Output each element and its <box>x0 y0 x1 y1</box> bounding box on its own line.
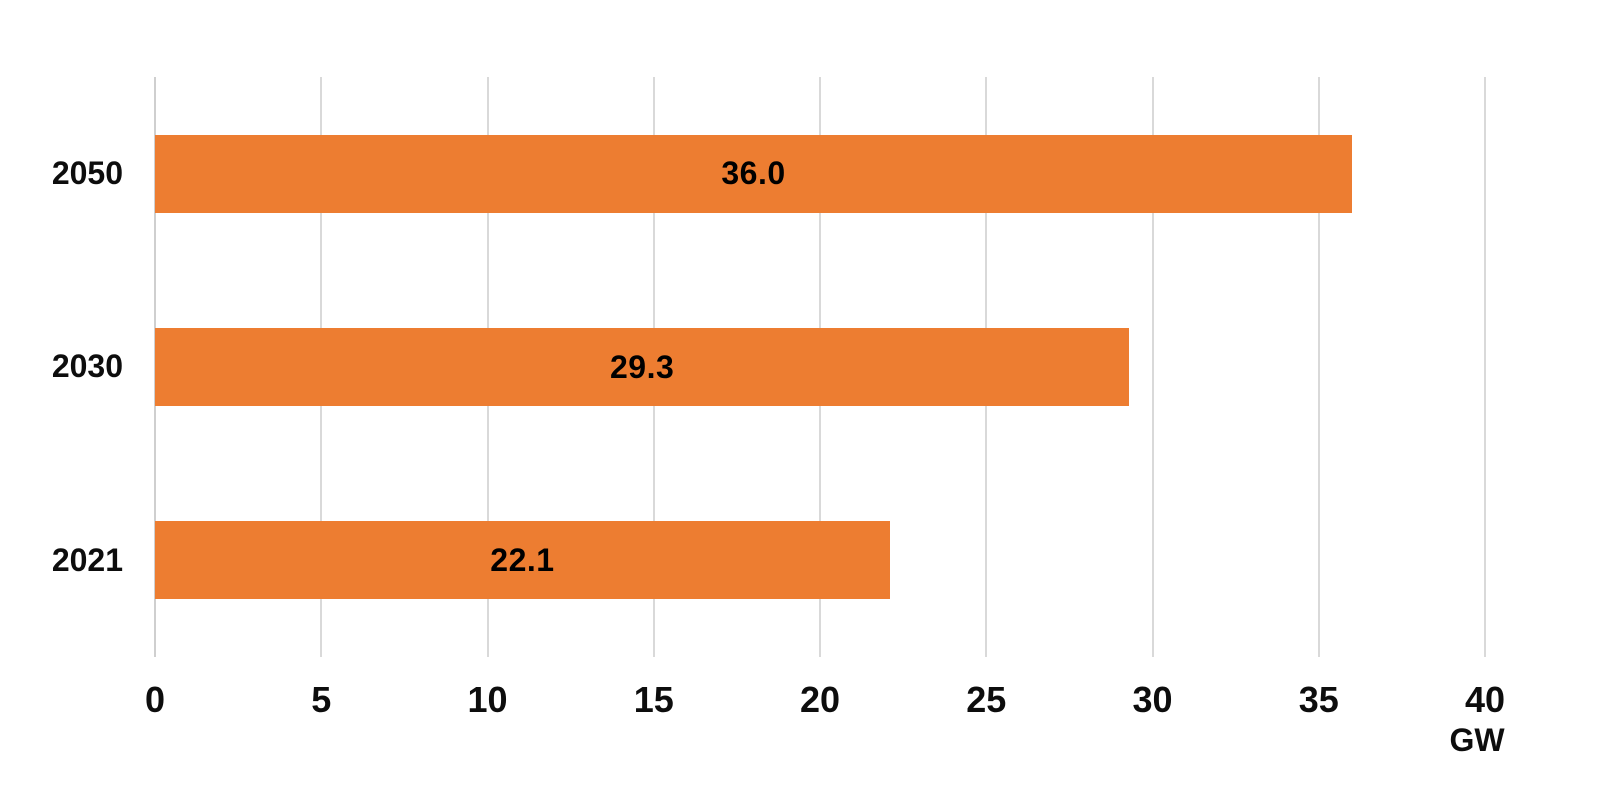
bar-value-label: 22.1 <box>490 541 555 578</box>
tick-label-10: 10 <box>467 679 508 720</box>
bar-value-label: 36.0 <box>721 155 786 192</box>
tick-label-40: 40 <box>1464 679 1506 720</box>
tick-label-35: 35 <box>1298 679 1339 720</box>
axis-unit-label: GW <box>1449 722 1505 758</box>
tick-label-5: 5 <box>311 679 332 720</box>
plot-area: 36.0 29.3 22.1 <box>154 77 1486 657</box>
tick-label-15: 15 <box>633 679 674 720</box>
gridline <box>1484 77 1486 657</box>
tick-label-30: 30 <box>1132 679 1173 720</box>
tick-label-0: 0 <box>144 679 166 720</box>
category-label-2021: 2021 <box>51 541 123 578</box>
bar-value-label: 29.3 <box>609 348 675 385</box>
category-label-2030: 2030 <box>51 348 123 385</box>
tick-label-25: 25 <box>966 679 1007 720</box>
bar-2021: 22.1 <box>155 521 890 600</box>
tick-label-20: 20 <box>799 679 841 720</box>
gridline <box>1317 77 1320 657</box>
category-label-2050: 2050 <box>51 155 123 192</box>
bar-2030: 29.3 <box>155 328 1130 406</box>
bar-2050: 36.0 <box>155 134 1352 213</box>
gridline <box>1151 77 1154 657</box>
